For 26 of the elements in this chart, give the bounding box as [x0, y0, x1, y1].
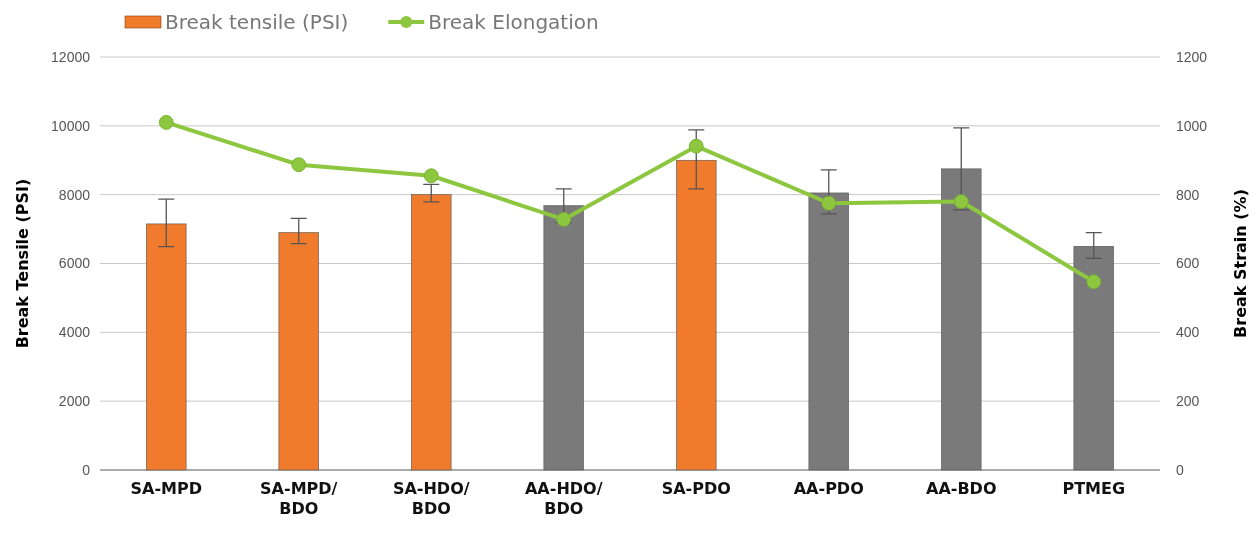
x-tick-label: AA-BDO: [926, 479, 997, 498]
y-tick-label: 4000: [58, 324, 91, 341]
y2-tick-label: 800: [1176, 186, 1200, 203]
legend-label: Break tensile (PSI): [165, 10, 349, 34]
y2-tick-label: 200: [1176, 393, 1200, 410]
y-tick-label: 2000: [58, 393, 91, 410]
y-tick-label: 12000: [51, 48, 91, 65]
y-tick-label: 8000: [58, 186, 91, 203]
x-tick-label: SA-MPD/BDO: [260, 479, 338, 518]
x-tick-label: SA-HDO/BDO: [392, 479, 470, 518]
y-axis-title: Break Tensile (PSI): [13, 178, 32, 349]
y2-tick-label: 1200: [1176, 48, 1208, 65]
y2-tick-label: 600: [1176, 255, 1200, 272]
x-tick-label: AA-HDO/BDO: [524, 479, 603, 518]
y2-tick-label: 1000: [1176, 117, 1208, 134]
y2-axis-title: Break Strain (%): [1231, 189, 1250, 338]
x-tick-label: AA-PDO: [793, 479, 864, 498]
x-tick-label: SA-PDO: [661, 479, 731, 498]
y2-tick-label: 0: [1176, 461, 1184, 478]
y-tick-label: 6000: [58, 255, 91, 272]
y2-tick-label: 400: [1176, 324, 1200, 341]
legend-label: Break Elongation: [428, 10, 599, 34]
y-tick-label: 10000: [51, 117, 91, 134]
y-tick-label: 0: [82, 461, 91, 478]
x-tick-label: PTMEG: [1062, 479, 1126, 498]
x-tick-label: SA-MPD: [130, 479, 202, 498]
